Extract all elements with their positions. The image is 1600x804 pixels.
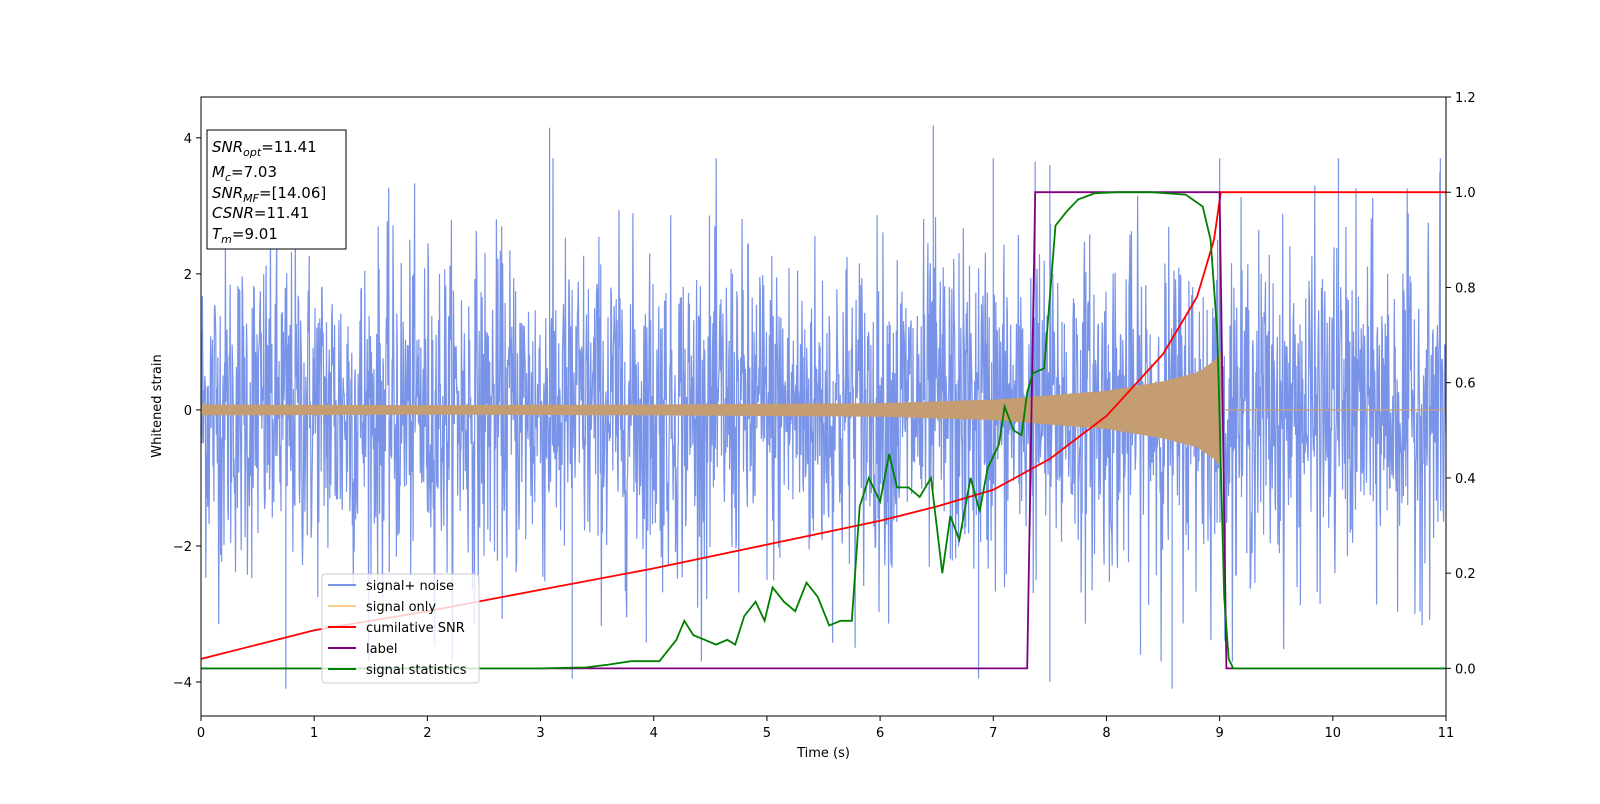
x-tick-label: 6 xyxy=(876,726,884,741)
y-right-tick-label: 0.4 xyxy=(1455,472,1476,487)
plot-frame xyxy=(200,96,1447,717)
x-tick-label: 8 xyxy=(1102,726,1110,741)
y-right-tick-label: 1.2 xyxy=(1455,91,1476,106)
legend: signal+ noise signal only cumilative SNR la… xyxy=(321,573,480,684)
info-row: SNRopt=11.41 xyxy=(212,138,317,159)
x-tick-label: 3 xyxy=(536,726,544,741)
y-right-tick-label: 1.0 xyxy=(1455,186,1476,201)
series-signal-statistics xyxy=(201,191,1446,670)
x-axis-label: Time (s) xyxy=(796,746,850,761)
info-row: CSNR=11.41 xyxy=(212,204,309,222)
x-axis-ticks: 0 1 2 3 4 5 6 7 8 9 10 11 xyxy=(197,716,1454,741)
y-left-tick-label: 0 xyxy=(184,404,192,419)
legend-label: signal+ noise xyxy=(366,579,454,594)
right-y-axis-ticks: 0.0 0.2 0.4 0.6 0.8 1.0 1.2 xyxy=(1446,91,1476,677)
x-tick-label: 0 xyxy=(197,726,205,741)
info-box-frame xyxy=(206,129,347,250)
x-tick-label: 9 xyxy=(1215,726,1223,741)
info-row: SNRMF=[14.06] xyxy=(212,184,326,205)
metrics-info-box: SNRopt=11.41 Mc=7.03SNRMF=[14.06]CSNR=11.… xyxy=(206,129,347,250)
legend-label: signal only xyxy=(366,600,436,615)
y-left-tick-label: 2 xyxy=(184,268,192,283)
info-row: Mc=7.03 xyxy=(212,163,277,184)
y-axis-label: Whitened strain xyxy=(150,354,165,457)
x-tick-label: 11 xyxy=(1438,726,1455,741)
signal-only-series xyxy=(201,352,1221,468)
y-right-tick-label: 0.8 xyxy=(1455,281,1476,296)
y-left-tick-label: −2 xyxy=(173,540,192,555)
info-row: Tm=9.01 xyxy=(212,225,278,246)
legend-label: signal statistics xyxy=(366,663,467,678)
x-tick-label: 5 xyxy=(763,726,771,741)
legend-label: cumilative SNR xyxy=(366,621,465,636)
signal-noise-line xyxy=(200,158,1447,662)
left-y-axis-ticks: −4 −2 0 2 4 xyxy=(173,132,201,691)
legend-label: label xyxy=(366,642,397,657)
y-right-tick-label: 0.6 xyxy=(1455,377,1476,392)
y-left-tick-label: −4 xyxy=(173,676,192,691)
x-tick-label: 10 xyxy=(1325,726,1342,741)
y-right-tick-label: 0.0 xyxy=(1455,662,1476,677)
x-tick-label: 2 xyxy=(423,726,431,741)
y-right-tick-label: 0.2 xyxy=(1455,567,1476,582)
x-tick-label: 1 xyxy=(310,726,318,741)
y-left-tick-label: 4 xyxy=(184,132,192,147)
legend-frame xyxy=(321,573,480,684)
x-tick-label: 4 xyxy=(650,726,658,741)
x-tick-label: 7 xyxy=(989,726,997,741)
